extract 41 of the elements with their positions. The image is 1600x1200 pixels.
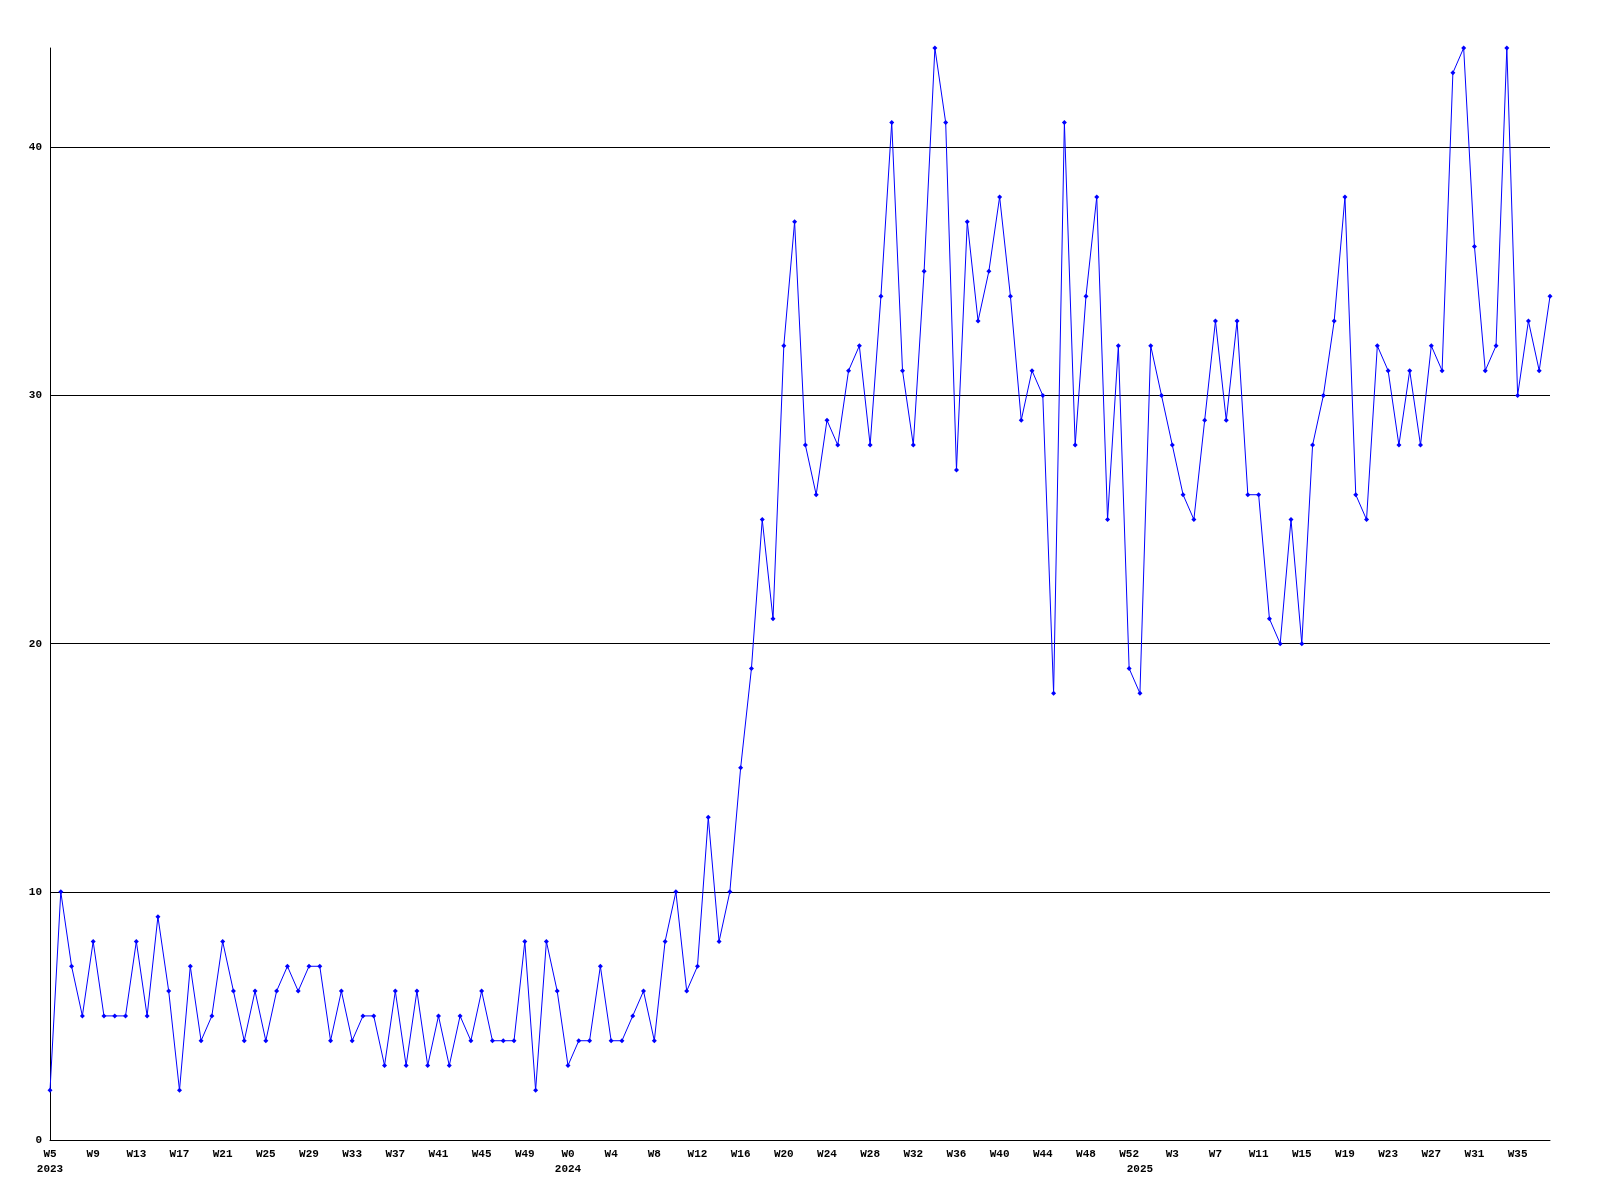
x-tick-label: W25 [255,1147,277,1160]
x-tick-label: 2025 [1126,1162,1154,1175]
y-tick-label: 10 [28,885,42,898]
x-tick-label: W33 [342,1147,363,1160]
x-tick-label: W13 [126,1147,147,1160]
x-tick-label: W27 [1421,1147,1442,1160]
x-tick-label: W20 [773,1147,794,1160]
x-tick-label: W12 [687,1147,708,1160]
y-tick-label: 0 [35,1134,42,1146]
x-tick-label: W4 [604,1147,619,1160]
x-tick-label: W24 [817,1147,838,1160]
x-tick-label: W41 [428,1147,449,1160]
x-tick-label: W52 [1119,1147,1140,1160]
x-tick-label: W35 [1507,1147,1528,1160]
x-tick-label: W49 [514,1147,535,1160]
x-tick-label: W16 [730,1147,751,1160]
x-tick-label: W5 2023 [36,1147,64,1175]
x-tick-label: W28 [860,1147,881,1160]
x-tick-label: W8 [647,1147,662,1160]
y-tick-label: 30 [28,389,42,402]
x-tick-label: W45 [471,1147,492,1160]
y-tick-label: 40 [28,141,42,154]
x-tick-label: W9 [86,1147,100,1160]
x-tick-label: W44 [1032,1147,1054,1160]
x-tick-label: W29 [299,1147,319,1160]
x-tick-label: W3 [1165,1147,1180,1160]
x-tick-label: W48 [1076,1147,1097,1160]
x-tick-label: W31 [1464,1147,1485,1160]
x-tick-label: W7 [1208,1147,1223,1160]
y-tick-label: 20 [28,637,42,650]
x-tick-label: W37 [385,1147,406,1160]
x-tick-label: W40 [989,1147,1010,1160]
x-tick-label: W32 [903,1147,924,1160]
x-tick-label: W23 [1378,1147,1399,1160]
x-tick-label: W17 [169,1147,190,1160]
x-tick-label: W0 2024 [554,1147,582,1175]
x-tick-label: W21 [212,1147,233,1160]
x-tick-label: W19 [1335,1147,1355,1160]
x-tick-label: W11 [1248,1147,1269,1160]
x-tick-label: W15 [1291,1147,1313,1160]
x-tick-label: W36 [946,1147,967,1160]
